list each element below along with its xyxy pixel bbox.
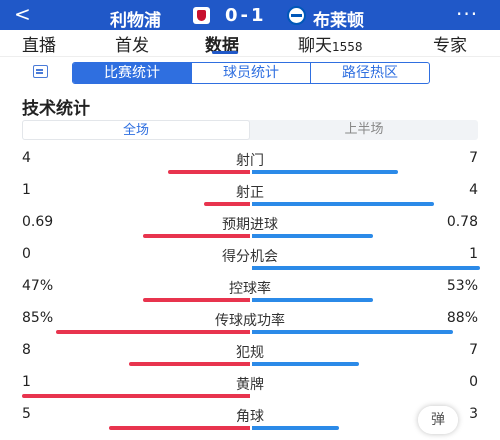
tab-divider	[0, 56, 500, 57]
stat-home-value: 1	[22, 374, 31, 390]
stat-home-bar	[143, 234, 250, 238]
stat-away-value: 7	[469, 342, 478, 358]
section-title: 技术统计	[22, 99, 90, 119]
stat-row: 8 犯规 7	[0, 342, 500, 374]
stat-away-bar	[252, 298, 373, 302]
match-tabs: 直播 首发 数据 聊天1558 专家	[0, 30, 500, 56]
stat-row: 1 黄牌 0	[0, 374, 500, 406]
stat-name: 角球	[236, 409, 264, 425]
stat-name: 得分机会	[222, 249, 278, 265]
home-team-logo-icon[interactable]	[193, 7, 210, 24]
home-team-name[interactable]: 利物浦	[110, 11, 161, 31]
stat-away-bar	[252, 362, 359, 366]
stat-name: 控球率	[229, 281, 271, 297]
stat-row: 5 角球 3	[0, 406, 500, 438]
stat-away-bar	[252, 170, 398, 174]
stat-home-value: 0	[22, 246, 31, 262]
tab-live[interactable]: 直播	[22, 36, 56, 56]
away-team-name[interactable]: 布莱顿	[313, 11, 364, 31]
chevron-left-icon[interactable]: <	[14, 2, 31, 26]
stat-away-value: 1	[469, 246, 478, 262]
danmu-button[interactable]: 弹	[418, 406, 458, 434]
stat-row: 1 射正 4	[0, 182, 500, 214]
stat-row: 0 得分机会 1	[0, 246, 500, 278]
stat-away-value: 3	[469, 406, 478, 422]
stat-name: 预期进球	[222, 217, 278, 233]
stat-home-value: 8	[22, 342, 31, 358]
active-tab-indicator	[212, 51, 238, 54]
stat-row: 47% 控球率 53%	[0, 278, 500, 310]
stat-name: 犯规	[236, 345, 264, 361]
period-full-match[interactable]: 全场	[22, 120, 250, 140]
stats-subtabs: 比赛统计 球员统计 路径热区	[72, 62, 430, 84]
away-team-logo-icon[interactable]	[287, 6, 306, 25]
stat-away-bar	[252, 266, 480, 270]
stat-home-bar	[56, 330, 250, 334]
stat-home-bar	[109, 426, 250, 430]
tab-experts[interactable]: 专家	[433, 36, 467, 56]
stat-name: 传球成功率	[215, 313, 285, 329]
document-icon[interactable]	[33, 65, 48, 78]
stat-away-bar	[252, 426, 339, 430]
match-header: < 利物浦 0-1 布莱顿 ···	[0, 0, 500, 31]
stat-home-bar	[129, 362, 250, 366]
stat-away-bar	[252, 330, 453, 334]
stat-home-bar	[204, 202, 250, 206]
stat-home-value: 47%	[22, 278, 54, 294]
stat-row: 4 射门 7	[0, 150, 500, 182]
stat-away-bar	[252, 234, 373, 238]
subtab-player-stats[interactable]: 球员统计	[191, 63, 310, 83]
period-switch: 全场 上半场	[22, 120, 478, 140]
more-dots-icon[interactable]: ···	[456, 2, 479, 26]
subtab-match-stats[interactable]: 比赛统计	[73, 63, 191, 83]
tab-lineup[interactable]: 首发	[115, 36, 149, 56]
match-score: 0-1	[225, 5, 267, 26]
stat-away-value: 0.78	[446, 214, 478, 230]
stat-away-value: 4	[469, 182, 478, 198]
stat-away-bar	[252, 202, 434, 206]
stat-away-value: 53%	[446, 278, 478, 294]
period-first-half[interactable]: 上半场	[344, 122, 384, 137]
stat-home-value: 85%	[22, 310, 54, 326]
stat-name: 黄牌	[236, 377, 264, 393]
subtab-heatmap[interactable]: 路径热区	[310, 63, 429, 83]
stat-home-value: 1	[22, 182, 31, 198]
stat-home-bar	[22, 394, 250, 398]
tab-chat[interactable]: 聊天1558	[298, 31, 363, 56]
stat-away-value: 7	[469, 150, 478, 166]
stat-home-value: 4	[22, 150, 31, 166]
stat-row: 85% 传球成功率 88%	[0, 310, 500, 342]
stat-home-bar	[143, 298, 250, 302]
tab-chat-label: 聊天	[298, 36, 332, 56]
stat-home-bar	[168, 170, 250, 174]
stat-away-value: 88%	[446, 310, 478, 326]
stat-name: 射正	[236, 185, 264, 201]
stat-away-value: 0	[469, 374, 478, 390]
stat-home-value: 5	[22, 406, 31, 422]
stat-row: 0.69 预期进球 0.78	[0, 214, 500, 246]
tab-chat-count: 1558	[332, 40, 363, 54]
stat-home-value: 0.69	[22, 214, 54, 230]
stat-name: 射门	[236, 153, 264, 169]
